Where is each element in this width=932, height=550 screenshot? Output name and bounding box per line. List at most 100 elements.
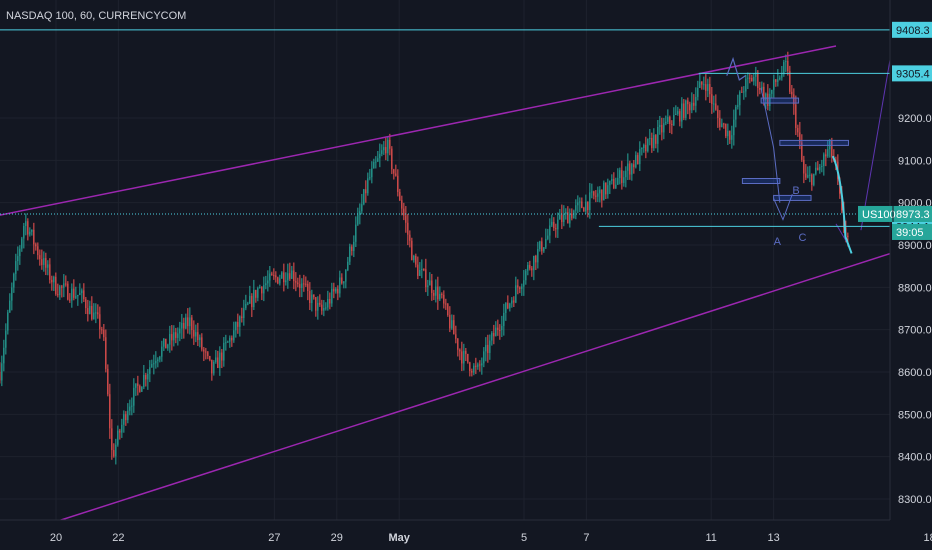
- candle-body: [357, 214, 359, 225]
- candle-body: [807, 175, 809, 178]
- candle-body: [359, 211, 361, 215]
- candle-body: [511, 300, 513, 304]
- candle-body: [461, 351, 463, 364]
- candle-body: [99, 314, 101, 330]
- candle-body: [341, 277, 343, 284]
- candle-body: [197, 332, 199, 341]
- candle-body: [445, 303, 447, 305]
- candle-body: [371, 168, 373, 178]
- price-axis-panel[interactable]: [890, 0, 932, 550]
- candle-body: [67, 283, 69, 300]
- candle-body: [825, 154, 827, 157]
- candle-body: [471, 370, 473, 373]
- candle-body: [55, 276, 57, 295]
- candle-body: [397, 175, 399, 192]
- candle-body: [603, 182, 605, 201]
- candles: [0, 51, 849, 465]
- candle-body: [199, 337, 201, 341]
- candle-body: [539, 241, 541, 249]
- candle-body: [209, 355, 211, 360]
- candle-body: [365, 189, 367, 194]
- candle-body: [379, 153, 381, 159]
- candle-body: [733, 119, 735, 136]
- pattern-zone-box: [779, 139, 849, 146]
- candle-body: [503, 312, 505, 326]
- candle-body: [671, 123, 673, 125]
- y-tick-label: 8700.0: [898, 325, 932, 337]
- candle-body: [39, 255, 41, 260]
- candle-body: [333, 288, 335, 292]
- candle-body: [653, 135, 655, 149]
- candle-body: [335, 288, 337, 292]
- candle-body: [227, 341, 229, 343]
- channel-upper-line[interactable]: [0, 45, 837, 220]
- candle-body: [381, 150, 383, 154]
- candle-body: [163, 338, 165, 347]
- candle-body: [7, 312, 9, 331]
- candle-body: [25, 221, 27, 227]
- candle-body: [131, 405, 133, 407]
- candle-body: [819, 166, 821, 171]
- candle-body: [767, 93, 769, 106]
- candle-body: [669, 117, 671, 124]
- candle-body: [463, 350, 465, 364]
- candle-body: [563, 213, 565, 222]
- candle-body: [729, 130, 731, 140]
- candle-body: [123, 414, 125, 425]
- candle-body: [271, 273, 273, 276]
- candle-body: [61, 286, 63, 288]
- candle-body: [185, 317, 187, 329]
- candle-body: [79, 293, 81, 295]
- candle-body: [221, 352, 223, 361]
- candle-body: [787, 61, 789, 72]
- candle-body: [367, 178, 369, 194]
- candle-body: [641, 148, 643, 150]
- candle-body: [483, 351, 485, 364]
- candle-body: [399, 191, 401, 201]
- x-tick-label: 11: [705, 532, 716, 544]
- candle-body: [113, 450, 115, 457]
- candle-body: [289, 273, 291, 279]
- candle-body: [127, 410, 129, 421]
- candle-body: [347, 261, 349, 271]
- candle-body: [757, 72, 759, 88]
- candle-body: [49, 264, 51, 280]
- candle-body: [713, 103, 715, 105]
- candle-body: [265, 283, 267, 286]
- candle-body: [439, 294, 441, 300]
- candle-body: [459, 349, 461, 352]
- candle-body: [663, 123, 665, 133]
- pattern-label: A: [774, 236, 782, 248]
- candle-body: [625, 170, 627, 178]
- candle-body: [453, 320, 455, 335]
- candle-body: [237, 322, 239, 327]
- candle-body: [179, 328, 181, 334]
- candle-body: [173, 332, 175, 341]
- candle-body: [1, 363, 3, 381]
- candle-body: [553, 221, 555, 228]
- candle-body: [105, 337, 107, 369]
- candle-body: [805, 173, 807, 178]
- pattern-zone-box: [741, 178, 781, 184]
- candle-body: [81, 290, 83, 294]
- candle-body: [779, 77, 781, 80]
- candle-body: [29, 231, 31, 235]
- time-axis-panel[interactable]: [0, 520, 932, 550]
- candle-body: [481, 363, 483, 366]
- candle-body: [155, 360, 157, 364]
- candle-body: [593, 191, 595, 196]
- candle-body: [429, 280, 431, 286]
- candle-body: [19, 248, 21, 257]
- candle-body: [627, 163, 629, 171]
- candle-body: [655, 135, 657, 144]
- candle-body: [329, 298, 331, 304]
- candle-body: [129, 406, 131, 411]
- level-9305-tag: [892, 65, 932, 82]
- candle-body: [635, 155, 637, 168]
- candle-body: [27, 221, 29, 235]
- candle-body: [345, 270, 347, 282]
- candle-body: [749, 77, 751, 79]
- candle-body: [551, 221, 553, 226]
